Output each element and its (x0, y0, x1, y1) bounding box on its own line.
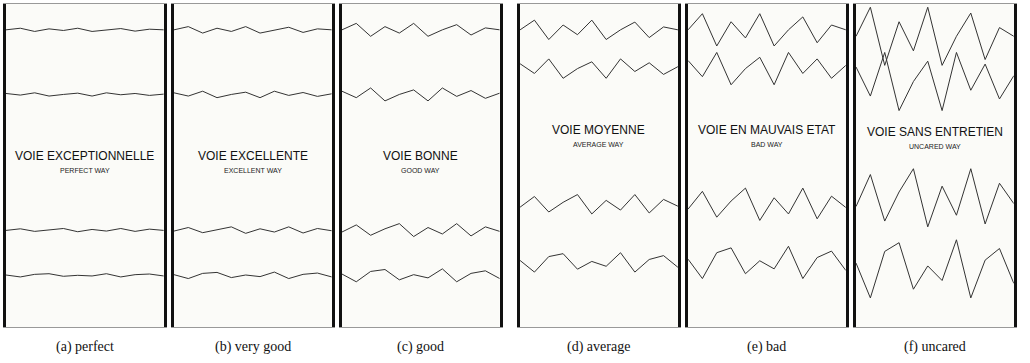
svg-text:(b) very good: (b) very good (215, 339, 291, 355)
svg-text:PERFECT WAY: PERFECT WAY (60, 167, 110, 174)
svg-text:VOIE EN MAUVAIS ETAT: VOIE EN MAUVAIS ETAT (698, 123, 836, 137)
svg-text:EXCELLENT WAY: EXCELLENT WAY (224, 167, 282, 174)
svg-text:UNCARED WAY: UNCARED WAY (909, 143, 961, 150)
svg-text:(c) good: (c) good (397, 339, 444, 355)
svg-text:AVERAGE WAY: AVERAGE WAY (573, 141, 624, 148)
svg-text:(f) uncared: (f) uncared (904, 339, 966, 355)
svg-text:VOIE EXCEPTIONNELLE: VOIE EXCEPTIONNELLE (15, 149, 154, 163)
svg-text:VOIE BONNE: VOIE BONNE (383, 149, 458, 163)
svg-text:BAD WAY: BAD WAY (751, 141, 783, 148)
svg-text:(e) bad: (e) bad (747, 339, 786, 355)
svg-text:(d) average: (d) average (567, 339, 630, 355)
svg-text:VOIE EXCELLENTE: VOIE EXCELLENTE (198, 149, 308, 163)
svg-text:GOOD WAY: GOOD WAY (401, 167, 440, 174)
svg-text:(a) perfect: (a) perfect (56, 339, 114, 355)
svg-text:VOIE MOYENNE: VOIE MOYENNE (552, 123, 645, 137)
svg-text:VOIE SANS ENTRETIEN: VOIE SANS ENTRETIEN (867, 125, 1003, 139)
